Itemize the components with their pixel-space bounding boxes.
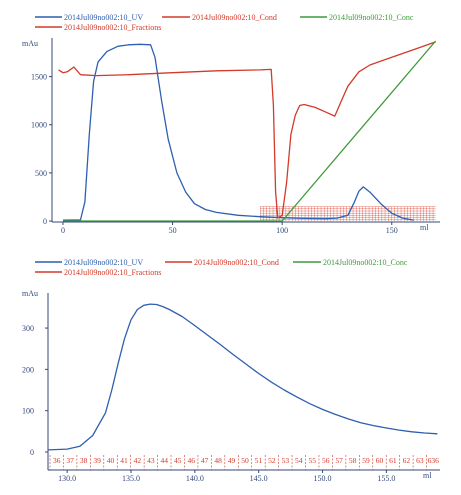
legend-fractions-label: 2014Jul09no002:10_Fractions: [64, 23, 161, 32]
bottom-x-tick-label: 150.0: [314, 474, 332, 483]
top-y-axis-label: mAu: [22, 39, 38, 48]
fraction-label: 636: [428, 456, 440, 465]
fraction-label: 45: [174, 456, 182, 465]
top-series-line-2: [63, 40, 437, 222]
legend-cond-label: 2014Jul09no002:10_Cond: [192, 13, 277, 22]
bottom-chart: 0 100 200 300 130.0 135.0 140.0 145.0 150.0 155.0…: [22, 293, 440, 483]
legend2-uv-label: 2014Jul09no002:10_UV: [64, 258, 143, 267]
fraction-label: 41: [120, 456, 128, 465]
legend2-cond-label: 2014Jul09no002:10_Cond: [194, 258, 279, 267]
fraction-label: 61: [389, 456, 397, 465]
fraction-label: 57: [335, 456, 343, 465]
fraction-label: 48: [214, 456, 222, 465]
fraction-label: 47: [201, 456, 209, 465]
bottom-y-tick-label: 300: [22, 324, 34, 333]
top-x-axis-label: ml: [420, 223, 429, 232]
top-x-tick-label: 150: [386, 226, 398, 235]
bottom-y-tick-label: 0: [30, 448, 34, 457]
fraction-label: 37: [66, 456, 74, 465]
fraction-label: 52: [268, 456, 276, 465]
bottom-x-axis-label: ml: [423, 471, 432, 480]
fraction-label: 43: [147, 456, 155, 465]
fraction-label: 63: [416, 456, 424, 465]
bottom-x-tick-label: 155.0: [377, 474, 395, 483]
bottom-x-tick-label: 135.0: [122, 474, 140, 483]
fraction-label: 42: [134, 456, 142, 465]
fraction-label: 59: [362, 456, 370, 465]
fraction-label: 56: [322, 456, 330, 465]
fraction-label: 50: [241, 456, 249, 465]
bottom-x-tick-label: 145.0: [250, 474, 268, 483]
top-x-tick-label: 100: [276, 226, 288, 235]
bottom-series-line-0: [47, 303, 438, 451]
fraction-label: 39: [93, 456, 101, 465]
bottom-x-tick-label: 140.0: [186, 474, 204, 483]
fraction-label: 46: [187, 456, 195, 465]
fraction-label: 36: [53, 456, 61, 465]
legend2-conc-label: 2014Jul09no002:10_Conc: [323, 258, 408, 267]
fraction-label: 53: [282, 456, 290, 465]
bottom-x-tick-label: 130.0: [58, 474, 76, 483]
bottom-legend: 2014Jul09no002:10_UV 2014Jul09no002:10_C…: [35, 258, 408, 277]
top-series-line-1: [58, 41, 436, 219]
legend-conc-label: 2014Jul09no002:10_Conc: [329, 13, 414, 22]
top-x-tick-label: 50: [169, 226, 177, 235]
top-series-line-0: [62, 43, 414, 221]
top-y-tick-label: 1500: [31, 73, 47, 82]
bottom-y-axis-label: mAu: [22, 289, 38, 298]
top-chart: 0 500 1000 1500 0 50 100 150: [31, 38, 440, 235]
top-y-tick-label: 1000: [31, 121, 47, 130]
legend2-fractions-label: 2014Jul09no002:10_Fractions: [64, 268, 161, 277]
fraction-label: 58: [349, 456, 357, 465]
fraction-label: 54: [295, 456, 303, 465]
fraction-label: 62: [403, 456, 411, 465]
fraction-label: 49: [228, 456, 236, 465]
top-x-tick-label: 0: [61, 226, 65, 235]
fraction-label: 44: [161, 456, 169, 465]
fraction-label: 55: [308, 456, 316, 465]
fraction-label: 51: [255, 456, 263, 465]
fraction-label: 60: [376, 456, 384, 465]
legend-uv-label: 2014Jul09no002:10_UV: [64, 13, 143, 22]
bottom-y-tick-label: 200: [22, 365, 34, 374]
top-legend: 2014Jul09no002:10_UV 2014Jul09no002:10_C…: [35, 13, 414, 32]
top-y-tick-label: 500: [35, 169, 47, 178]
fraction-label: 38: [80, 456, 88, 465]
top-y-tick-label: 0: [43, 217, 47, 226]
fraction-label: 40: [107, 456, 115, 465]
bottom-y-tick-label: 100: [22, 407, 34, 416]
